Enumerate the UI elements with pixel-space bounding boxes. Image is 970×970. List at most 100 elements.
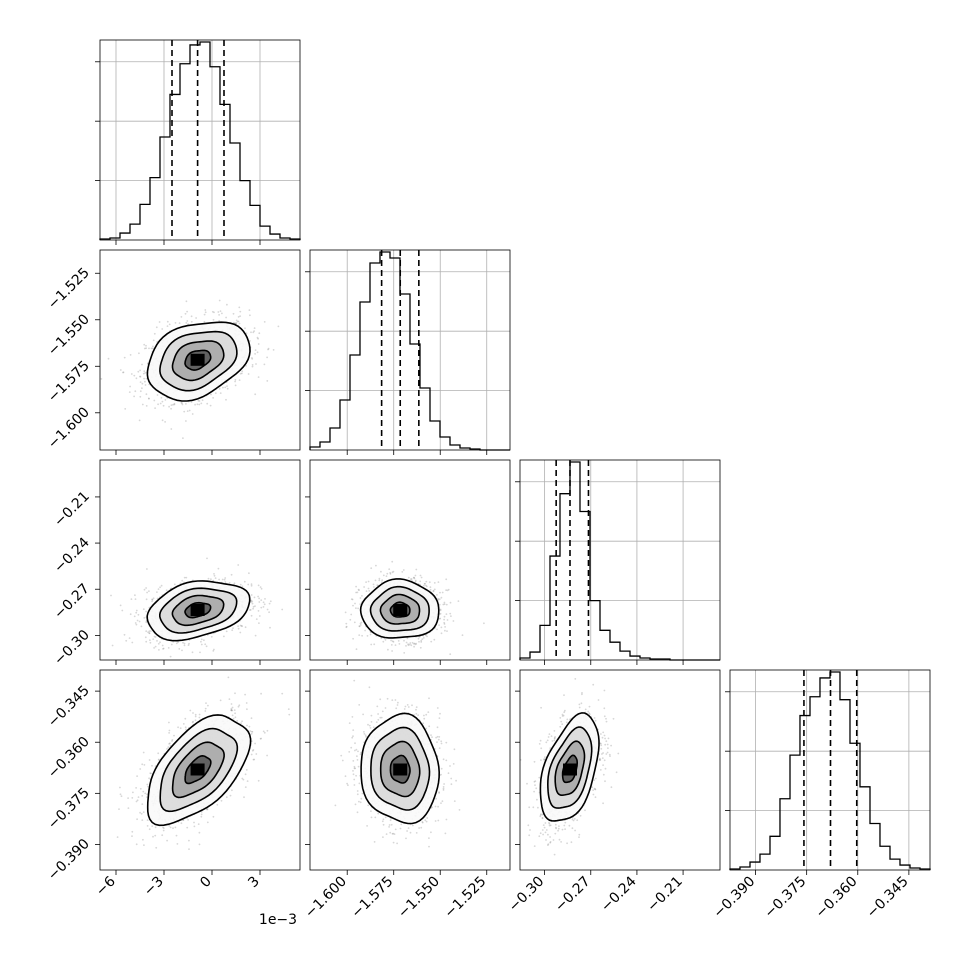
sample-point bbox=[148, 828, 151, 831]
sample-point bbox=[413, 576, 415, 579]
sample-point bbox=[250, 599, 253, 602]
sample-point bbox=[210, 393, 212, 396]
sample-point bbox=[143, 764, 146, 766]
sample-point bbox=[148, 630, 151, 633]
sample-point bbox=[251, 364, 254, 366]
sample-point bbox=[147, 631, 150, 634]
sample-point bbox=[166, 325, 169, 327]
sample-point bbox=[380, 637, 383, 640]
sample-point bbox=[145, 405, 148, 407]
sample-point bbox=[410, 578, 413, 580]
sample-point bbox=[220, 799, 223, 802]
sample-point bbox=[420, 641, 423, 643]
sample-point bbox=[370, 567, 373, 570]
contour-line bbox=[389, 601, 411, 618]
sample-point bbox=[197, 823, 200, 825]
sample-point bbox=[361, 595, 363, 597]
density-content bbox=[116, 676, 291, 850]
sample-point bbox=[135, 611, 138, 614]
sample-point bbox=[376, 584, 379, 586]
sample-point bbox=[191, 651, 194, 654]
sample-point bbox=[127, 807, 130, 809]
sample-point bbox=[139, 395, 142, 398]
sample-point bbox=[241, 585, 244, 588]
sample-point bbox=[212, 650, 215, 652]
sample-point bbox=[357, 607, 359, 610]
sample-point bbox=[171, 739, 174, 741]
sample-point bbox=[259, 586, 262, 588]
sample-point bbox=[262, 606, 265, 608]
sample-point bbox=[250, 614, 253, 617]
sample-point bbox=[255, 753, 258, 755]
sample-point bbox=[228, 582, 231, 584]
sample-point bbox=[200, 638, 203, 641]
sample-point bbox=[168, 323, 171, 326]
sample-point bbox=[272, 349, 275, 351]
sample-point bbox=[206, 808, 209, 810]
sample-point bbox=[232, 312, 235, 315]
sample-point bbox=[139, 390, 142, 393]
sample-point bbox=[445, 589, 447, 591]
sample-point bbox=[180, 401, 183, 404]
sample-point bbox=[170, 428, 173, 430]
contour-line bbox=[171, 594, 225, 627]
sample-point bbox=[204, 707, 207, 710]
sample-point bbox=[214, 577, 217, 579]
sample-point bbox=[407, 643, 409, 646]
sample-point bbox=[401, 571, 404, 573]
sample-point bbox=[190, 315, 193, 318]
sample-point bbox=[165, 589, 168, 592]
sample-point bbox=[170, 404, 173, 406]
sample-point bbox=[130, 373, 133, 375]
sample-point bbox=[436, 628, 438, 631]
sample-point bbox=[260, 599, 263, 601]
sample-point bbox=[161, 644, 164, 647]
sample-point bbox=[157, 752, 160, 755]
sample-point bbox=[142, 751, 145, 754]
sample-point bbox=[429, 588, 432, 591]
sample-point bbox=[439, 591, 441, 594]
sample-point bbox=[144, 372, 147, 374]
contour-line bbox=[359, 578, 440, 639]
density-peak bbox=[393, 604, 408, 616]
sample-point bbox=[137, 370, 140, 373]
sample-point bbox=[200, 402, 203, 405]
sample-point bbox=[157, 403, 160, 406]
sample-point bbox=[392, 570, 395, 573]
sample-point bbox=[185, 322, 188, 324]
sample-point bbox=[394, 644, 397, 646]
sample-point bbox=[157, 588, 160, 590]
sample-point bbox=[231, 709, 233, 712]
sample-point bbox=[413, 643, 415, 645]
sample-point bbox=[128, 391, 131, 393]
sample-point bbox=[142, 608, 145, 611]
sample-point bbox=[130, 598, 133, 600]
sample-point bbox=[156, 394, 159, 396]
histogram-steps bbox=[519, 461, 720, 661]
sample-point bbox=[391, 650, 393, 652]
sample-point bbox=[119, 793, 122, 796]
sample-point bbox=[204, 309, 207, 311]
sample-point bbox=[133, 395, 136, 398]
sample-point bbox=[139, 381, 142, 383]
sample-point bbox=[151, 598, 154, 601]
sample-point bbox=[415, 642, 417, 645]
sample-point bbox=[244, 327, 246, 330]
sample-point bbox=[159, 402, 162, 405]
sample-point bbox=[257, 584, 260, 587]
sample-point bbox=[260, 692, 262, 695]
sample-point bbox=[131, 797, 134, 799]
sample-point bbox=[168, 405, 171, 408]
sample-point bbox=[221, 312, 223, 315]
sample-point bbox=[153, 635, 156, 638]
sample-point bbox=[415, 568, 418, 571]
sample-point bbox=[145, 630, 148, 633]
panel-frame bbox=[99, 249, 301, 451]
sample-point bbox=[140, 812, 143, 815]
sample-point bbox=[198, 400, 201, 402]
sample-point bbox=[142, 372, 145, 375]
sample-point bbox=[214, 392, 217, 395]
sample-point bbox=[257, 376, 260, 378]
sample-point bbox=[413, 577, 416, 580]
sample-point bbox=[134, 594, 136, 597]
